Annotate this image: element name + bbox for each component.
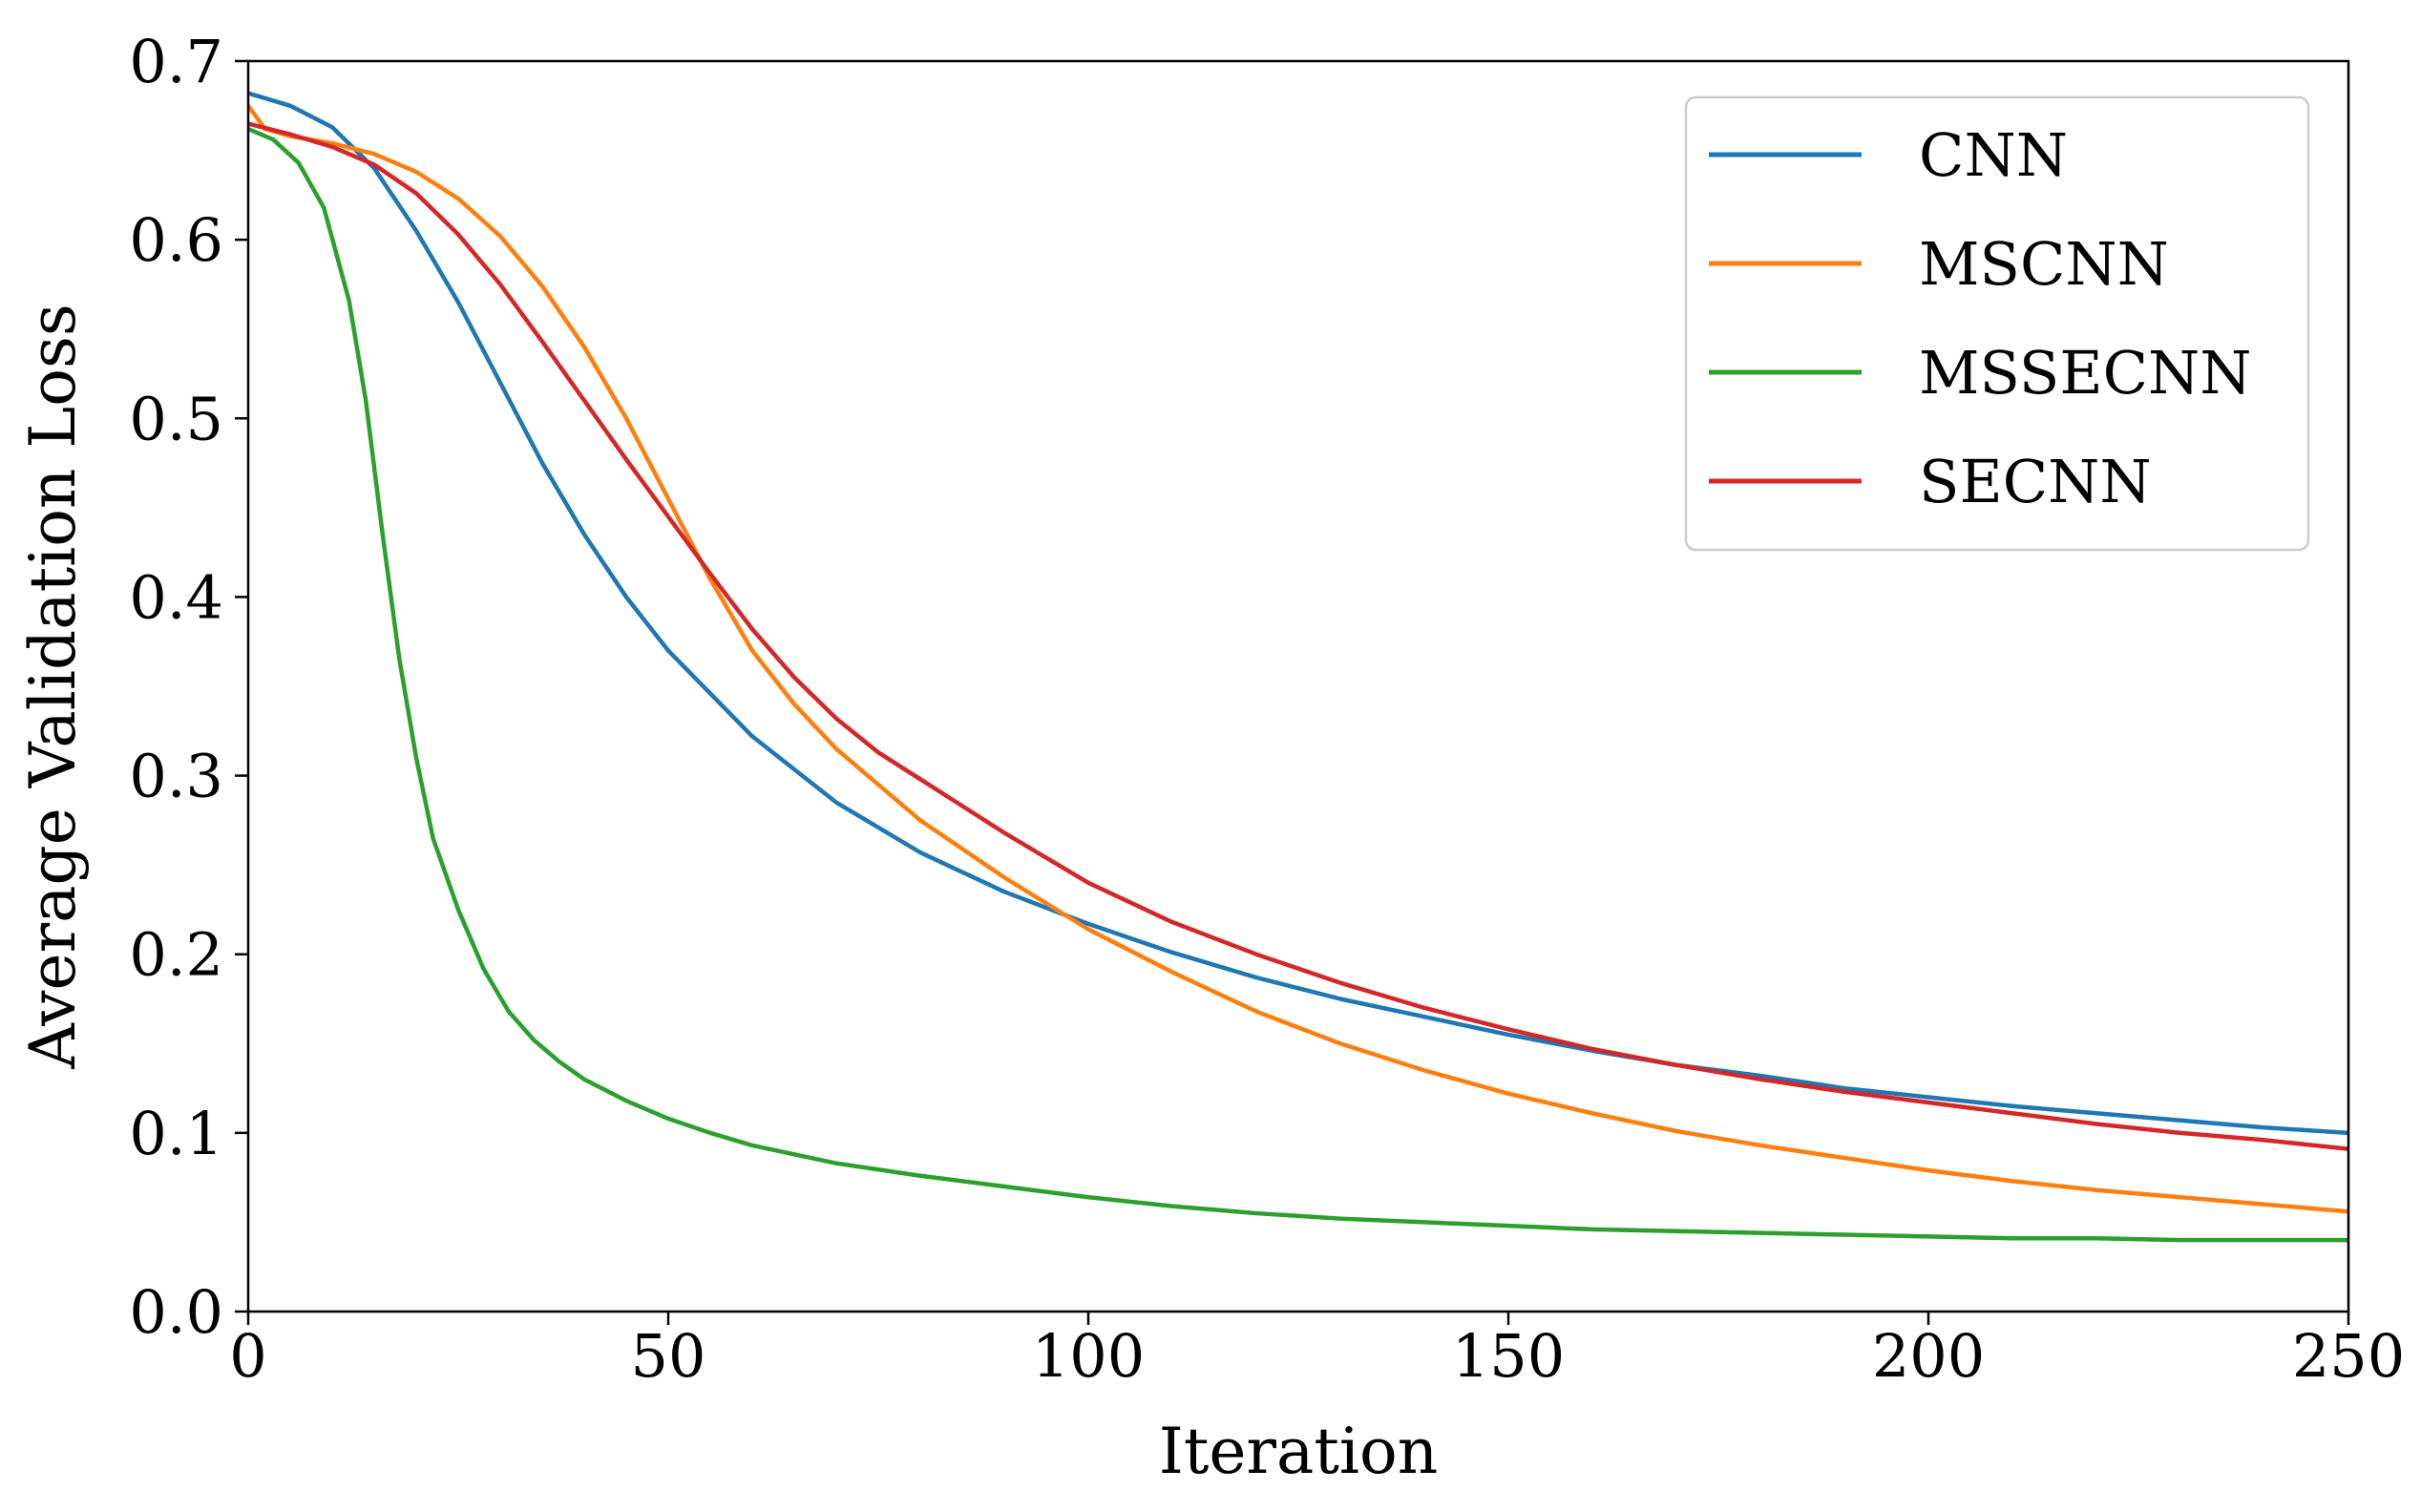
legend-label-cnn: CNN bbox=[1919, 120, 2068, 190]
x-tick-label: 0 bbox=[229, 1321, 266, 1391]
series-line-mssecnn bbox=[248, 126, 2348, 1243]
y-tick-label: 0.0 bbox=[129, 1277, 223, 1347]
legend-label-secnn: SECNN bbox=[1919, 447, 2152, 516]
legend-label-mscnn: MSCNN bbox=[1919, 229, 2169, 299]
x-tick-label: 100 bbox=[1032, 1321, 1145, 1391]
series-line-secnn bbox=[248, 121, 2348, 1151]
x-tick-label: 150 bbox=[1452, 1321, 1565, 1391]
y-tick-label: 0.3 bbox=[129, 742, 223, 811]
legend-label-mssecnn: MSSECNN bbox=[1919, 338, 2252, 408]
x-tick-label: 200 bbox=[1872, 1321, 1985, 1391]
legend: CNN MSCNN MSSECNN SECNN bbox=[1684, 95, 2310, 552]
y-axis-label: Average Validation Loss bbox=[16, 304, 90, 1069]
x-tick-label: 250 bbox=[2292, 1321, 2405, 1391]
x-axis-label: Iteration bbox=[1159, 1415, 1438, 1488]
y-tick-label: 0.7 bbox=[129, 27, 223, 96]
legend-box bbox=[1684, 95, 2310, 552]
series-line-cnn bbox=[248, 91, 2348, 1136]
y-tick-label: 0.5 bbox=[129, 384, 223, 453]
y-tick-label: 0.2 bbox=[129, 920, 223, 990]
y-tick-label: 0.4 bbox=[129, 562, 223, 632]
series-line-mscnn bbox=[248, 103, 2348, 1214]
x-tick-label: 50 bbox=[631, 1321, 706, 1391]
plot-frame bbox=[246, 59, 2350, 1313]
y-tick-label: 0.6 bbox=[129, 205, 223, 275]
y-tick-label: 0.1 bbox=[129, 1099, 223, 1168]
